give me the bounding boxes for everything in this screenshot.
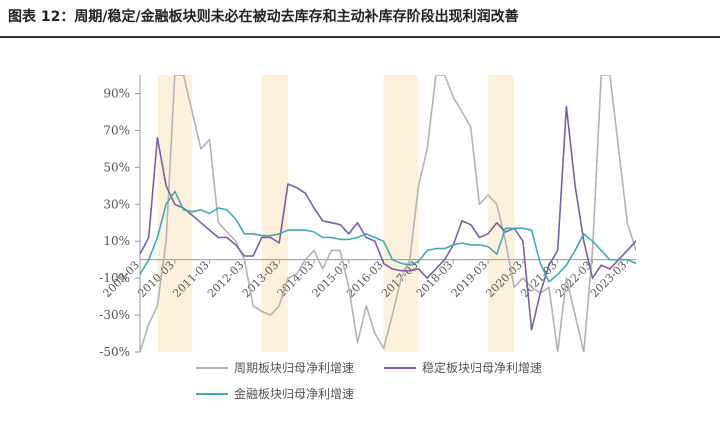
series-lines xyxy=(140,75,636,352)
legend-label-2: 稳定板块归母净利增速 xyxy=(422,360,542,375)
series-line-2 xyxy=(140,105,636,331)
shaded-periods xyxy=(157,75,515,352)
figure-title: 图表 12：周期/稳定/金融板块则未必在被动去库存和主动补库存阶段出现利润改善 xyxy=(8,9,519,25)
y-tick-label: -50% xyxy=(99,345,130,359)
y-tick-label: 10% xyxy=(103,234,130,248)
series-line-1 xyxy=(140,75,636,352)
x-tick-label: 2019-03 xyxy=(449,259,491,301)
y-tick-label: -30% xyxy=(99,308,130,322)
series-line-3 xyxy=(140,190,636,283)
x-tick-label: 2015-03 xyxy=(309,259,351,301)
legend-label-1: 周期板块归母净利增速 xyxy=(234,361,354,375)
shaded-period-1 xyxy=(157,75,193,352)
shaded-period-3 xyxy=(383,75,419,352)
y-tick-label: 50% xyxy=(103,160,130,174)
x-tick-label: 2023-03 xyxy=(588,259,630,301)
y-axis: -50% -30% -10% 10% 30% 50% 70% 90% xyxy=(99,75,141,359)
shaded-period-4 xyxy=(488,75,515,352)
x-tick-label: 2012-03 xyxy=(205,259,247,301)
y-tick-label: 90% xyxy=(103,86,130,100)
y-tick-label: 30% xyxy=(103,197,130,211)
y-tick-label: -10% xyxy=(99,271,130,285)
y-tick-label: 70% xyxy=(103,123,130,137)
title-divider xyxy=(0,36,720,38)
x-tick-label: 2018-03 xyxy=(414,259,456,301)
legend-label-3: 金融板块归母净利增速 xyxy=(234,386,354,401)
